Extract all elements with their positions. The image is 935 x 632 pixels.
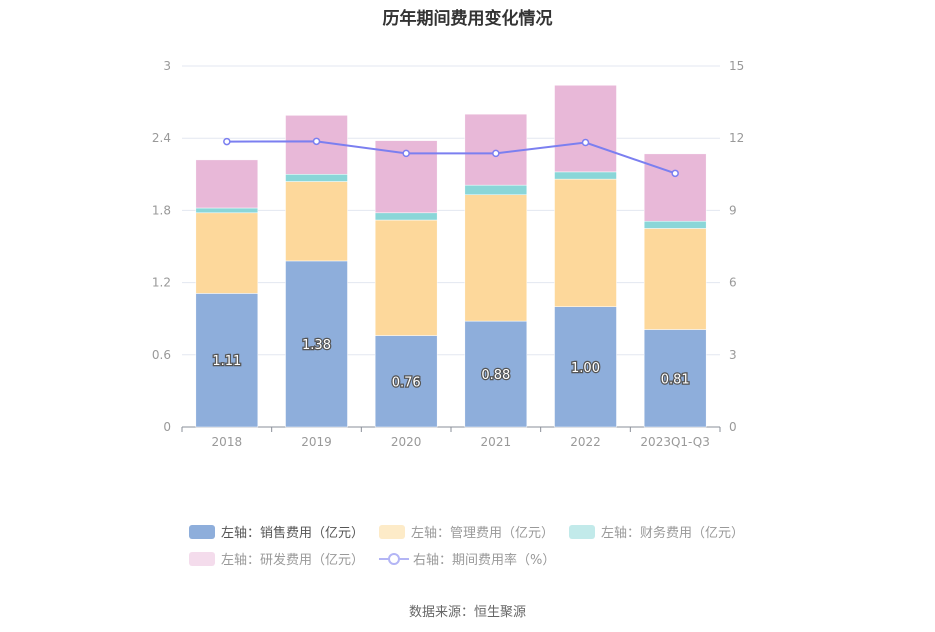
rate-point <box>312 137 321 146</box>
legend-item-rnd[interactable]: 左轴：研发费用（亿元） <box>189 549 364 568</box>
right-axis-tick: 6 <box>729 276 737 290</box>
legend-item-admin[interactable]: 左轴：管理费用（亿元） <box>379 522 554 541</box>
rate-point <box>402 149 410 158</box>
bar-value-label: 1.00 <box>571 361 600 376</box>
bar-segment <box>643 220 707 229</box>
legend-swatch <box>379 524 405 539</box>
data-source: 数据来源：恒生聚源 <box>408 605 526 620</box>
bar-value-label: 1.11 <box>212 354 241 369</box>
right-axis-tick: 3 <box>729 348 737 362</box>
x-axis-tick: 2018 <box>212 435 243 449</box>
bar-value-label: 1.38 <box>302 338 331 353</box>
x-axis-tick: 2023Q1-Q3 <box>640 435 709 449</box>
x-axis-tick: 2021 <box>481 435 512 449</box>
bar-segment <box>374 335 438 428</box>
bar-segment <box>554 178 617 307</box>
left-axis-tick: 3 <box>163 59 171 73</box>
x-axis-tick: 2020 <box>391 435 422 449</box>
right-axis-tick: 9 <box>729 203 737 217</box>
line-marker-icon <box>379 552 409 565</box>
bar-segment <box>195 207 259 214</box>
bar-segment <box>195 159 259 209</box>
bar-segment <box>554 306 617 428</box>
left-axis-tick: 1.8 <box>152 203 171 217</box>
rate-line <box>226 140 676 175</box>
right-axis-tick: 12 <box>729 131 744 145</box>
legend-swatch <box>189 551 215 566</box>
bar-segment <box>374 212 438 221</box>
left-axis-tick: 2.4 <box>152 131 171 145</box>
rate-point <box>581 138 590 147</box>
bar-segment <box>285 181 348 262</box>
rate-point <box>671 169 679 178</box>
bar-segment <box>643 329 707 428</box>
bar-value-label: 0.88 <box>481 368 510 383</box>
right-axis-tick: 0 <box>729 420 737 434</box>
bar-segment <box>464 320 528 428</box>
legend-item-finance[interactable]: 左轴：财务费用（亿元） <box>569 522 744 541</box>
rate-point <box>223 137 231 146</box>
legend-label: 左轴：财务费用（亿元） <box>601 526 745 541</box>
rate-point <box>492 149 500 158</box>
left-axis-tick: 0.6 <box>152 348 171 362</box>
legend-label: 左轴：管理费用（亿元） <box>411 526 555 541</box>
bar-segment <box>643 153 707 222</box>
left-axis-tick: 0 <box>163 420 171 434</box>
legend-label: 左轴：研发费用（亿元） <box>221 553 365 568</box>
legend-swatch <box>189 524 215 539</box>
legend-item-rate[interactable]: 右轴：期间费用率（%） <box>379 549 555 568</box>
bar-segment <box>643 228 707 330</box>
right-axis-tick: 15 <box>729 59 744 73</box>
bar-segment <box>464 184 528 196</box>
bar-segment <box>554 171 617 180</box>
bar-segment <box>195 293 259 428</box>
legend-label: 左轴：销售费用（亿元） <box>221 526 365 541</box>
left-axis-tick: 1.2 <box>152 276 171 290</box>
bar-segment <box>464 194 528 322</box>
legend-label: 右轴：期间费用率（%） <box>413 553 556 568</box>
bar-value-label: 0.81 <box>661 372 690 387</box>
chart-title: 历年期间费用变化情况 <box>382 9 553 29</box>
bar-value-label: 0.76 <box>392 375 421 390</box>
bar-segment <box>285 174 348 182</box>
bar-segment <box>374 219 438 336</box>
x-axis-tick: 2019 <box>301 435 332 449</box>
legend-item-sales[interactable]: 左轴：销售费用（亿元） <box>189 522 364 541</box>
bar-segment <box>554 85 617 173</box>
bar-segment <box>195 212 259 294</box>
legend-swatch <box>569 524 595 539</box>
x-axis-tick: 2022 <box>570 435 601 449</box>
